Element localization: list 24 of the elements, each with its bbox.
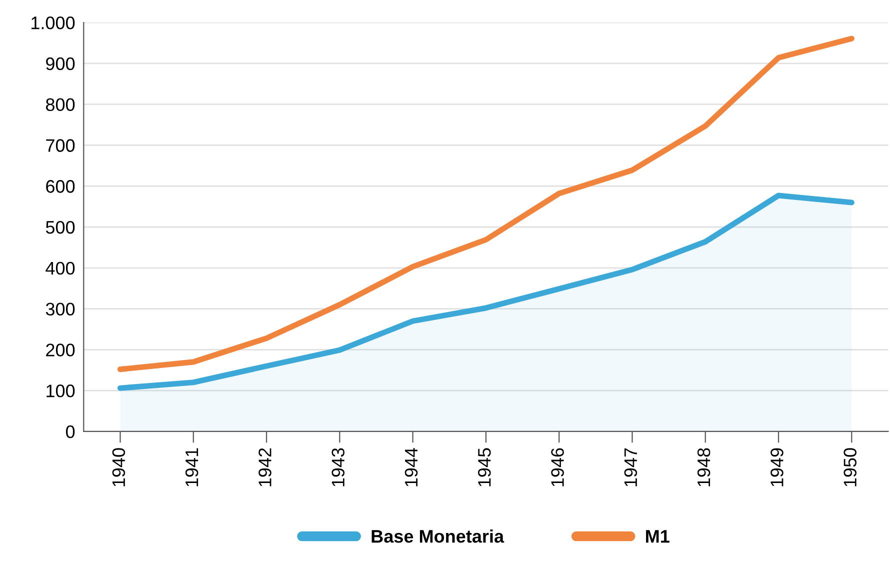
x-tick-label: 1946 — [551, 448, 564, 486]
x-tick-label: 1945 — [478, 448, 491, 486]
y-tick-label: 600 — [46, 180, 75, 193]
y-tick-label: 200 — [46, 344, 75, 356]
x-tick-label: 1940 — [112, 448, 126, 486]
x-tick-label: 1942 — [258, 448, 272, 486]
y-tick-label: 500 — [46, 220, 75, 234]
y-tick-label: 100 — [46, 384, 75, 398]
y-tick-label: 300 — [46, 302, 75, 316]
x-tick-label: 1947 — [624, 448, 638, 486]
x-tick-label: 1944 — [404, 448, 418, 486]
x-tick-label: 1949 — [770, 448, 784, 486]
y-tick-label: 800 — [46, 98, 75, 112]
y-tick-label: 700 — [46, 139, 75, 152]
x-tick-label: 1943 — [332, 448, 345, 486]
legend-label: M1 — [646, 530, 670, 543]
legend-label: Base Monetaria — [372, 529, 504, 543]
y-tick-label: 0 — [66, 425, 75, 438]
y-tick-label: 400 — [46, 262, 75, 275]
x-tick-label: 1948 — [697, 448, 710, 486]
y-tick-label: 900 — [46, 57, 75, 70]
x-tick-label: 1941 — [185, 448, 198, 486]
y-tick-label: 1.000 — [32, 16, 75, 30]
x-tick-label: 1950 — [844, 448, 856, 486]
